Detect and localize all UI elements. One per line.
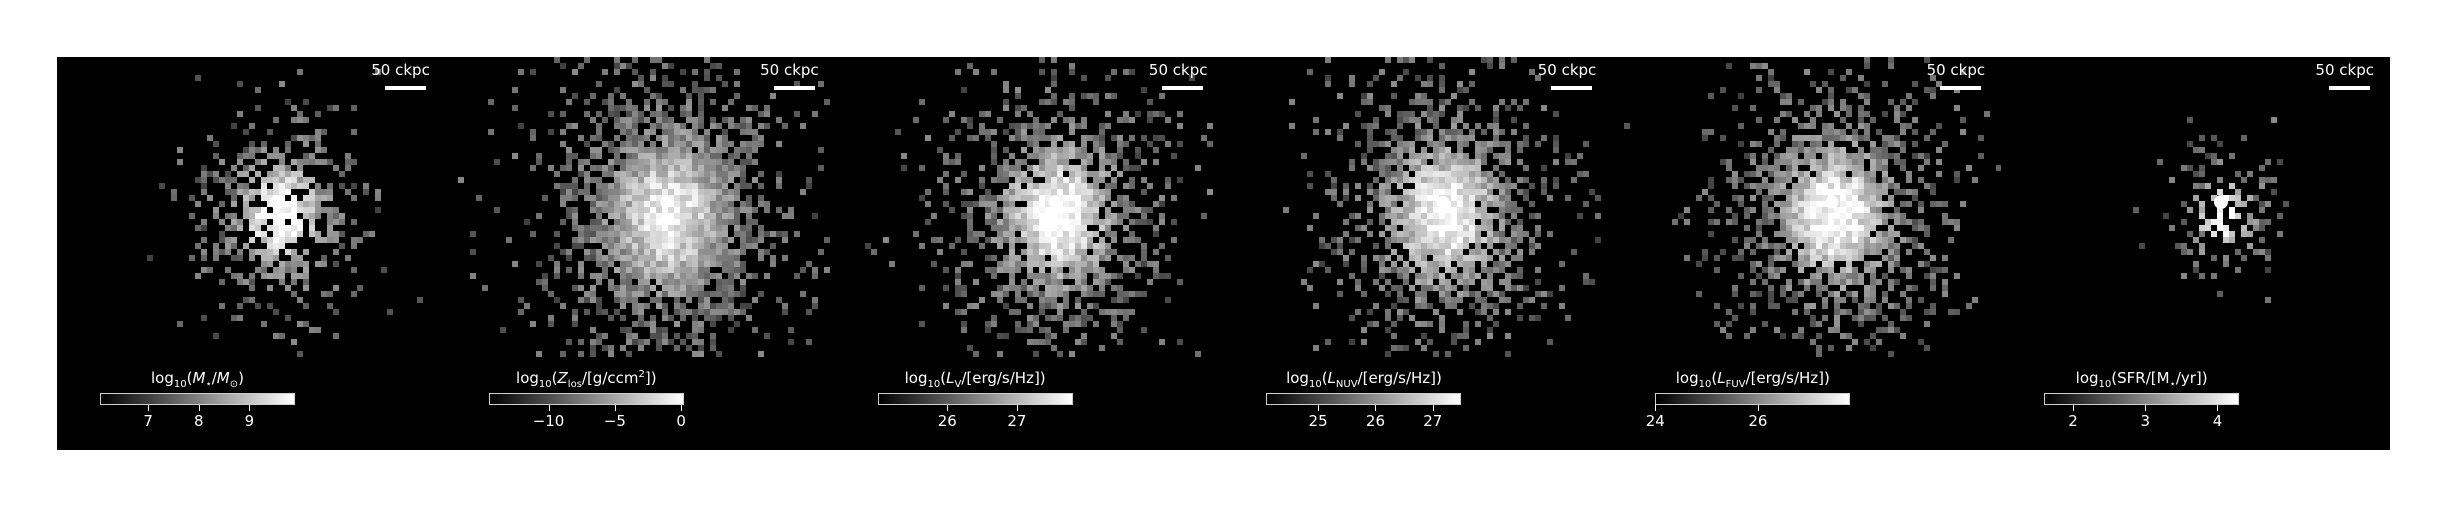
scale-bar <box>773 86 815 90</box>
colorbar-tick-label: 26 <box>1748 412 1768 430</box>
galaxy-map <box>1283 57 1602 357</box>
map-panel-6: 50 ckpc log10(SFR/[M⋆/yr]) 2 3 4 <box>2001 57 2390 450</box>
colorbar-tick-label: 24 <box>1645 412 1665 430</box>
colorbar-tick <box>2073 405 2075 411</box>
scale-label: 50 ckpc <box>1148 61 1208 79</box>
colorbar-tick <box>614 405 616 411</box>
colorbar-tick-label: 4 <box>2212 412 2223 430</box>
map-panel-2: 50 ckpc log10(Zlos/[g/ccm2]) −10 −5 0 <box>445 57 835 450</box>
colorbar-tick-label: 27 <box>1423 412 1443 430</box>
colorbar-label: log10(M⋆/M⊙) <box>151 369 244 390</box>
scale-bar <box>384 86 426 90</box>
colorbar-tick-label: 0 <box>676 412 686 430</box>
map-panel-1: 50 ckpc log10(M⋆/M⊙) 7 8 9 <box>57 57 446 450</box>
colorbar-tick-label: 27 <box>1007 412 1027 430</box>
colorbar-tick-label: −5 <box>603 412 626 430</box>
map-panel-4: 50 ckpc log10(LNUV/[erg/s/Hz]) 25 26 27 <box>1223 57 1613 450</box>
scale-bar <box>1551 86 1593 90</box>
colorbar-tick-label: 9 <box>244 412 255 430</box>
map-panel-5: 50 ckpc log10(LFUV/[erg/s/Hz]) 24 26 <box>1612 57 2002 450</box>
scale-label: 50 ckpc <box>1537 61 1597 79</box>
colorbar-tick-label: 7 <box>143 412 153 430</box>
scale-label: 50 ckpc <box>2315 61 2374 79</box>
colorbar-tick <box>1655 405 1657 411</box>
galaxy-map <box>864 57 1213 357</box>
colorbar-tick <box>681 405 683 411</box>
scale-bar <box>1940 86 1982 90</box>
scale-bar <box>2328 86 2370 90</box>
image-strip: 50 ckpc log10(M⋆/M⊙) 7 8 9 50 ckpc log10(Zlos/… <box>57 57 2390 450</box>
galaxy-map <box>2133 117 2290 303</box>
colorbar-label: log10(Zlos/[g/ccm2]) <box>516 369 657 390</box>
colorbar <box>1266 393 1462 405</box>
colorbar-tick-label: −10 <box>532 412 565 430</box>
map-panel-3: 50 ckpc log10(LV/[erg/s/Hz]) 26 27 <box>834 57 1224 450</box>
colorbar-tick <box>1318 405 1320 411</box>
galaxy-map <box>1624 57 2002 357</box>
colorbar-tick-label: 3 <box>2140 412 2151 430</box>
colorbar-tick <box>148 405 150 411</box>
colorbar-label: log10(LFUV/[erg/s/Hz]) <box>1675 369 1830 390</box>
colorbar <box>100 393 295 405</box>
colorbar-label: log10(LNUV/[erg/s/Hz]) <box>1286 369 1442 390</box>
colorbar-tick <box>2217 405 2219 411</box>
colorbar-label: log10(LV/[erg/s/Hz]) <box>904 369 1046 390</box>
colorbar-tick <box>548 405 550 411</box>
colorbar-tick <box>249 405 251 411</box>
colorbar-tick <box>2145 405 2147 411</box>
colorbar <box>2044 393 2240 405</box>
galaxy-map <box>457 57 830 357</box>
colorbar <box>1655 393 1851 405</box>
colorbar <box>877 393 1073 405</box>
galaxy-map <box>147 69 423 357</box>
colorbar-tick <box>198 405 200 411</box>
scale-label: 50 ckpc <box>1926 61 1986 79</box>
colorbar-tick-label: 26 <box>937 412 957 430</box>
colorbar-tick <box>1432 405 1434 411</box>
colorbar-tick <box>1016 405 1018 411</box>
colorbar-tick-label: 2 <box>2068 412 2078 430</box>
colorbar-tick-label: 8 <box>193 412 204 430</box>
colorbar-tick <box>947 405 949 411</box>
colorbar-tick-label: 26 <box>1365 412 1385 430</box>
scale-label: 50 ckpc <box>371 61 430 79</box>
colorbar <box>488 393 684 405</box>
colorbar-tick-label: 25 <box>1308 412 1328 430</box>
colorbar-tick <box>1375 405 1377 411</box>
colorbar-tick <box>1757 405 1759 411</box>
scale-label: 50 ckpc <box>760 61 819 79</box>
colorbar-label: log10(SFR/[M⋆/yr]) <box>2075 369 2208 390</box>
scale-bar <box>1162 86 1204 90</box>
